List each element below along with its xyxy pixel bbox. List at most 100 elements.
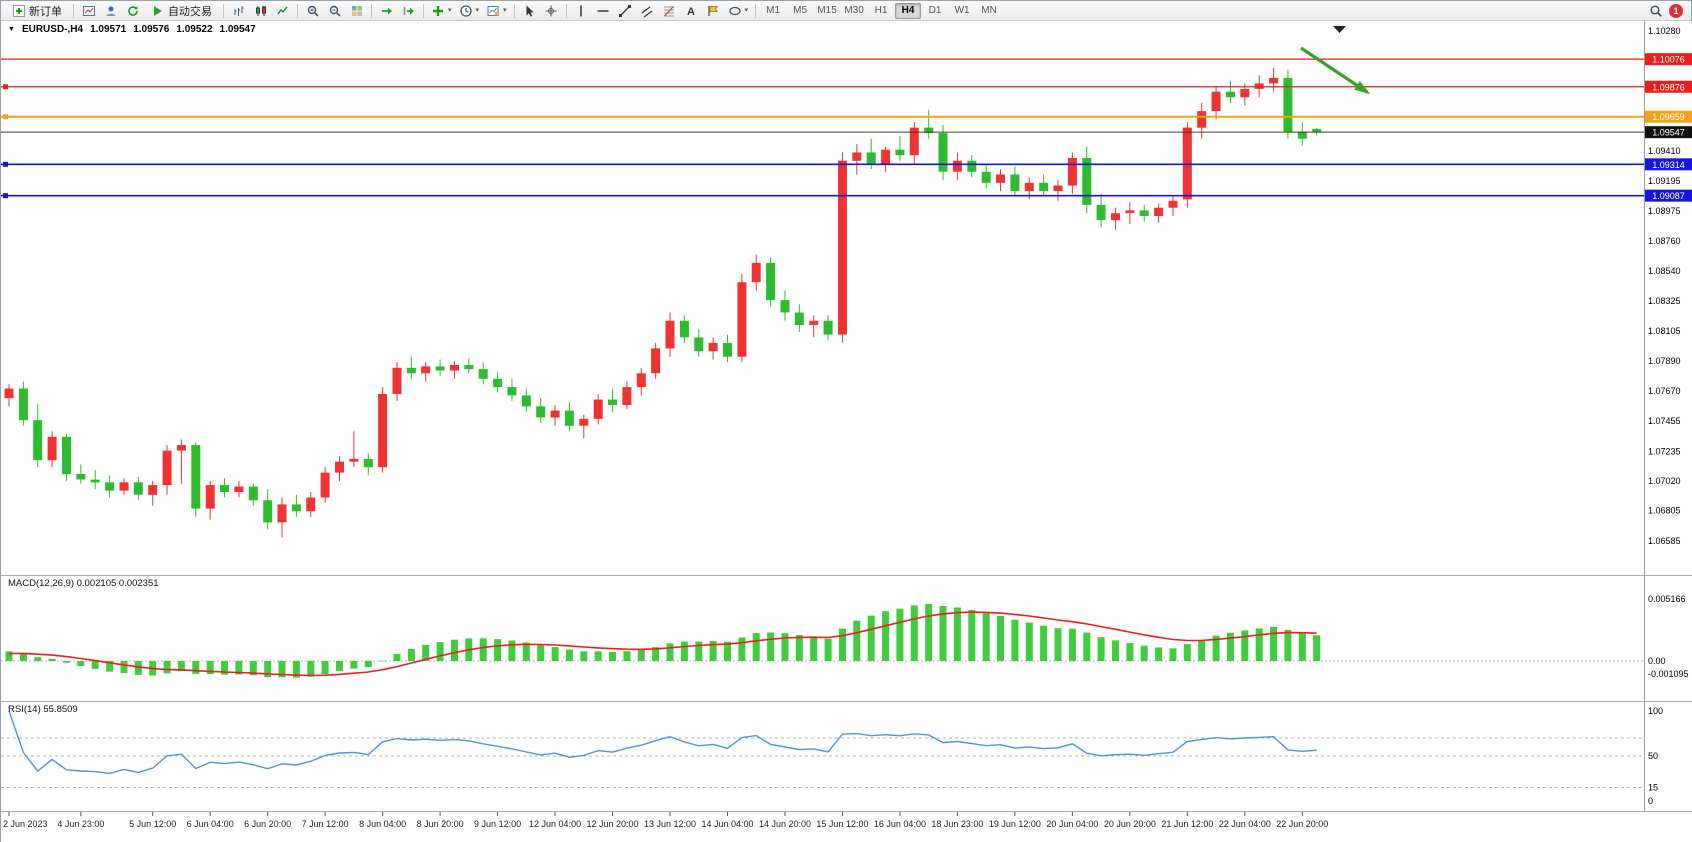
candle-body	[119, 482, 129, 491]
timeframe-m15-button[interactable]: M15	[817, 5, 837, 16]
date-label: 22 Jun 04:00	[1219, 819, 1271, 829]
timeframe-m1-button[interactable]: M1	[766, 5, 781, 16]
shapes-button[interactable]: ▾	[725, 2, 752, 20]
price-axis-label: 1.07020	[1648, 476, 1681, 486]
time-axis[interactable]: 2 Jun 2023 4 Jun 23:00 5 Jun 12:00 6 Jun 04…	[1, 811, 1692, 842]
open-value: 1.09571	[90, 24, 127, 35]
candle-body	[133, 482, 143, 495]
rsi-axis-label: 50	[1648, 751, 1658, 761]
date-label: 19 Jun 12:00	[989, 819, 1041, 829]
price-axis-label: 1.08105	[1648, 326, 1681, 336]
text-button[interactable]: A	[681, 2, 702, 20]
svg-text:1.09876: 1.09876	[1652, 82, 1685, 92]
cursor-button[interactable]	[519, 2, 540, 20]
crosshair-button[interactable]	[541, 2, 562, 20]
candle-body	[105, 482, 115, 491]
auto-scroll-button[interactable]	[376, 2, 397, 20]
caret-down-icon: ▾	[503, 7, 507, 14]
collapse-arrow-icon[interactable]: ▼	[8, 26, 15, 33]
rsi-panel[interactable]: 100 50 15 0	[1, 701, 1692, 811]
candle-body	[550, 410, 560, 418]
chart-window-button[interactable]	[78, 2, 99, 20]
candle-body	[866, 152, 876, 164]
timeframe-h4-button[interactable]: H4	[895, 2, 922, 19]
tile-windows-button[interactable]	[346, 2, 367, 20]
timeframe-d1-button[interactable]: D1	[928, 5, 942, 16]
fibonacci-retracement-button[interactable]	[659, 2, 680, 20]
line-chart-button[interactable]	[272, 2, 293, 20]
price-axis-label: 1.07670	[1648, 386, 1681, 396]
candle-body	[1211, 91, 1221, 111]
date-label: 21 Jun 12:00	[1161, 819, 1213, 829]
zoom-out-button[interactable]	[324, 2, 345, 20]
candle-body	[636, 373, 646, 388]
candle-body	[33, 420, 43, 461]
high-value: 1.09576	[133, 24, 170, 35]
profile-button[interactable]	[100, 2, 121, 20]
price-axis-label: 1.06585	[1648, 536, 1681, 546]
price-chart-panel[interactable]: 1.10280 1.09410 1.09195 1.08975 1.08760 1.085…	[1, 21, 1692, 575]
periods-clock-button[interactable]: ▾	[456, 2, 483, 20]
chart-shift-marker[interactable]	[1333, 26, 1346, 33]
new-order-button[interactable]: 新订单	[5, 2, 69, 20]
refresh-button[interactable]	[122, 2, 143, 20]
candle-body	[1067, 158, 1077, 186]
timeframe-h1-button[interactable]: H1	[874, 5, 888, 16]
timeframe-mn-button[interactable]: MN	[981, 5, 997, 16]
trendline-button[interactable]	[615, 2, 636, 20]
templates-button[interactable]: ▾	[483, 2, 510, 20]
candle-body	[651, 348, 661, 374]
candle-body	[521, 395, 531, 407]
price-axis-label: 1.08975	[1648, 206, 1681, 216]
candle-body	[205, 485, 215, 509]
candle-body	[4, 388, 14, 399]
auto-trading-button[interactable]: 自动交易	[144, 2, 219, 20]
bar-chart-icon	[234, 5, 243, 16]
text-label-button[interactable]	[703, 2, 724, 20]
arrow-annotation[interactable]	[1300, 46, 1371, 95]
horizontal-line-button[interactable]	[593, 2, 614, 20]
notification-badge[interactable]: 1	[1669, 3, 1683, 18]
svg-text:1.09087: 1.09087	[1652, 191, 1685, 201]
date-label: 7 Jun 12:00	[302, 819, 349, 829]
toolbar-separator	[423, 3, 424, 18]
support-line-lower-handle[interactable]	[3, 193, 8, 199]
candle-body	[1240, 89, 1250, 98]
candle-body	[809, 320, 819, 325]
timeframe-w1-button[interactable]: W1	[954, 5, 970, 16]
trendline-icon	[619, 4, 632, 17]
date-label: 12 Jun 04:00	[529, 819, 581, 829]
arrow-head	[1354, 81, 1371, 95]
candle-body	[823, 320, 833, 335]
macd-panel[interactable]: 0.005166 0.00 -0.001095	[1, 575, 1692, 701]
resistance-line-lower-handle[interactable]	[3, 84, 8, 90]
pivot-line-orange-handle[interactable]	[3, 114, 8, 120]
zoom-in-button[interactable]	[302, 2, 323, 20]
date-label: 15 Jun 12:00	[816, 819, 868, 829]
candle-body	[378, 394, 388, 468]
candles	[4, 68, 1322, 538]
close-value: 1.09547	[219, 24, 256, 35]
candlestick-chart-button[interactable]	[250, 2, 271, 20]
candle-body	[493, 378, 503, 388]
add-indicator-button[interactable]: ▾	[428, 2, 455, 20]
bar-chart-button[interactable]	[228, 2, 249, 20]
macd-axis-max: 0.005166	[1648, 594, 1686, 604]
equidistant-channel-button[interactable]	[637, 2, 658, 20]
candle-body	[794, 312, 804, 325]
candle-body	[679, 320, 689, 338]
candle-body	[1154, 207, 1164, 216]
candle-body	[1168, 200, 1178, 208]
rsi-axis-label: 100	[1648, 706, 1663, 716]
candle-body	[1096, 204, 1106, 221]
support-line-upper-handle[interactable]	[3, 161, 8, 167]
search-button[interactable]	[1645, 2, 1666, 20]
timeframe-m30-button[interactable]: M30	[844, 5, 864, 16]
timeframe-m5-button[interactable]: M5	[793, 5, 808, 16]
candle-body	[737, 282, 747, 357]
vertical-line-button[interactable]	[571, 2, 592, 20]
macd-label: MACD(12,26,9) 0.002105 0.002351	[8, 578, 159, 589]
candle-body	[766, 262, 776, 301]
auto-scroll-icon	[381, 7, 392, 14]
chart-shift-button[interactable]	[398, 2, 419, 20]
